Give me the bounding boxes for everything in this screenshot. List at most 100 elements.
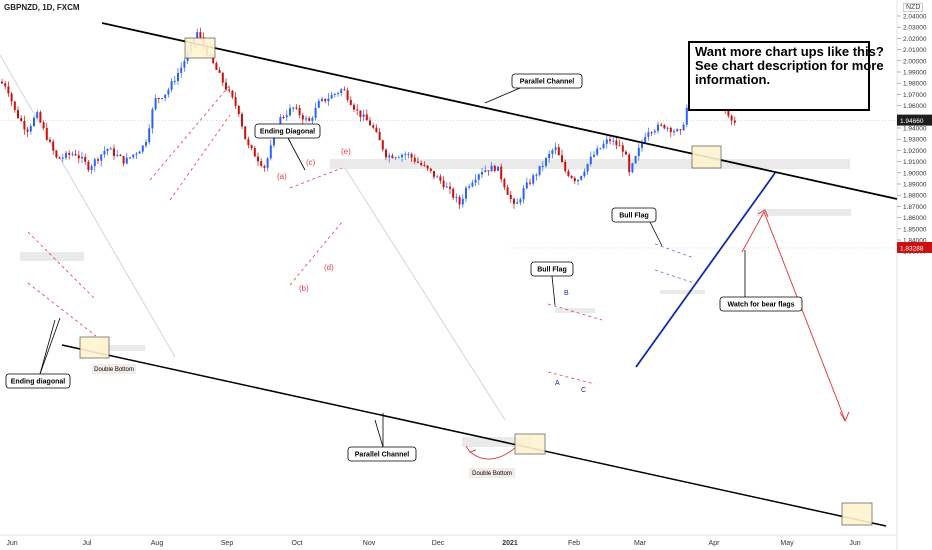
y-tick-label: 1.97000	[903, 92, 927, 99]
candle-body	[215, 63, 218, 70]
y-tick-label: 1.85000	[903, 226, 927, 233]
x-tick-label: 2021	[502, 540, 518, 547]
y-tick-label: 1.98000	[903, 81, 927, 88]
candle-body	[647, 132, 650, 137]
candle-body	[113, 148, 115, 156]
y-tick-label: 1.96000	[903, 103, 927, 110]
candle-body	[407, 153, 410, 155]
double-bottom-right-label: Double Bottom	[472, 471, 512, 477]
wave-label: (a)	[277, 172, 287, 181]
callout-ending-diagonal-pointer	[287, 137, 306, 171]
candle-body	[231, 90, 234, 98]
candle-body	[641, 142, 643, 148]
candle-body	[1, 81, 3, 84]
candle-body	[621, 145, 624, 152]
candle-body	[660, 124, 663, 126]
highlight-box	[79, 336, 110, 359]
candle-body	[455, 197, 458, 199]
candle-body	[676, 129, 679, 132]
candle-body	[321, 98, 323, 101]
candle-body	[529, 182, 531, 184]
y-tick-label: 1.89000	[903, 182, 927, 189]
y-tick-label: 1.87000	[903, 204, 927, 211]
currency-button[interactable]: NZD	[903, 3, 924, 12]
sr-zone	[757, 209, 851, 216]
candle-body	[557, 147, 560, 156]
x-tick-label: Mar	[634, 540, 647, 547]
candle-body	[289, 108, 291, 116]
candle-body	[301, 115, 304, 120]
candle-body	[369, 120, 371, 126]
candle-body	[497, 166, 499, 171]
candle-body	[33, 117, 35, 127]
callout-ending-diagonal-left-label: Ending diagonal	[11, 379, 65, 386]
candle-body	[167, 89, 170, 95]
target-price-badge	[897, 241, 932, 253]
x-tick-label: May	[780, 540, 794, 547]
callout-parallel-top-label: Parallel Channel	[520, 79, 575, 86]
candle-body	[481, 172, 483, 175]
candle-body	[362, 114, 365, 117]
candle-body	[570, 175, 573, 179]
candle-body	[609, 139, 611, 142]
sr-zone	[660, 290, 705, 294]
candle-body	[365, 114, 368, 121]
channel-lower-line	[61, 344, 887, 527]
wave-label: (b)	[299, 284, 309, 293]
candle-body	[605, 139, 608, 144]
candle-body	[103, 150, 106, 155]
promo-line-1: Want more chart ups like this?	[695, 44, 884, 59]
candle-body	[663, 124, 666, 129]
y-tick-label: 1.88000	[903, 193, 927, 200]
candle-body	[657, 124, 659, 131]
x-tick-label: Feb	[568, 540, 580, 547]
callout-ending-diagonal-left-box	[5, 373, 71, 389]
candle-body	[199, 32, 202, 38]
candle-body	[308, 118, 311, 121]
x-tick-label: Dec	[432, 540, 445, 547]
candle-body	[487, 170, 490, 172]
candle-body	[509, 194, 512, 200]
candle-body	[484, 170, 487, 173]
candle-body	[666, 127, 669, 129]
pattern-guide	[27, 282, 97, 337]
callout-ending-diagonal-label: Ending Diagonal	[260, 129, 315, 136]
candle-body	[122, 156, 125, 164]
candle-body	[426, 165, 429, 169]
candle-body	[317, 100, 320, 108]
candle-body	[353, 104, 355, 110]
candle-body	[420, 162, 423, 166]
candle-body	[727, 109, 730, 116]
candle-body	[442, 180, 445, 188]
callout-ending-diagonal-left-pointer	[39, 317, 61, 375]
wave-label: (c)	[306, 158, 316, 167]
candle-body	[730, 115, 733, 121]
candle-body	[423, 165, 426, 167]
candle-body	[477, 174, 480, 180]
candle-body	[55, 150, 58, 158]
highlight-box	[514, 433, 546, 455]
candle-body	[548, 153, 551, 159]
flag-guide	[654, 243, 695, 259]
current-price-label: 1.94660	[900, 118, 924, 125]
candle-body	[84, 156, 87, 162]
target-price-label: 1.83288	[900, 245, 924, 252]
double-bottom-arrowhead	[465, 445, 477, 453]
candle-body	[615, 140, 618, 146]
candle-body	[141, 145, 144, 152]
candle-body	[596, 148, 599, 155]
double-bottom-left-bg	[92, 364, 136, 374]
candle-body	[298, 108, 301, 116]
promo-line-2: See chart description for more	[695, 58, 884, 73]
y-tick-label: 1.84000	[903, 238, 927, 245]
callout-bull-flag-mid-box	[530, 261, 574, 277]
candle-body	[612, 140, 615, 142]
candle-body	[589, 156, 592, 164]
candle-body	[404, 154, 407, 156]
sr-zone	[100, 345, 145, 351]
candle-body	[97, 159, 99, 161]
candle-body	[93, 159, 96, 167]
y-tick-label: 1.99000	[903, 70, 927, 77]
candle-body	[61, 157, 64, 159]
candle-body	[602, 143, 605, 149]
